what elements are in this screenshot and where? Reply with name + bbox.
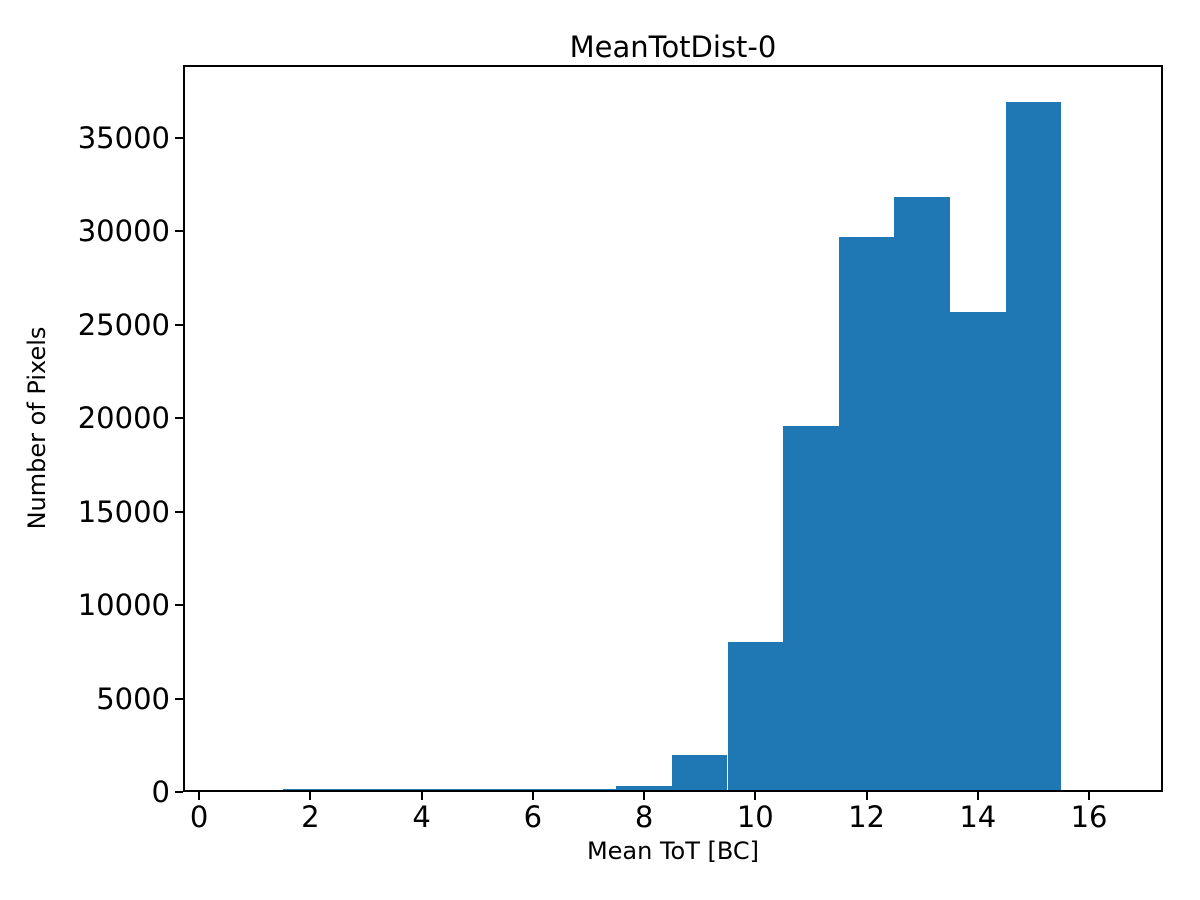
y-tick-label: 0 — [151, 775, 170, 809]
y-tick-label: 20000 — [77, 401, 170, 436]
y-axis-label: Number of Pixels — [23, 326, 51, 530]
y-tick-mark — [175, 230, 183, 233]
x-tick-mark — [865, 792, 868, 800]
y-tick-mark — [175, 417, 183, 420]
x-tick-mark — [1088, 792, 1091, 800]
histogram-bar — [894, 197, 950, 792]
x-tick-label: 0 — [189, 800, 209, 834]
y-tick-label: 25000 — [77, 307, 170, 342]
y-tick-label: 35000 — [77, 120, 170, 155]
plot-area: Mean ToT [BC] Number of Pixels 0 2 4 6 8 10 12… — [23, 65, 1163, 865]
histogram-bar — [560, 789, 617, 792]
histogram-bar — [338, 789, 394, 792]
x-tick-mark — [420, 792, 423, 800]
y-tick-mark — [175, 510, 183, 513]
x-tick-label: 14 — [959, 800, 997, 834]
x-tick-label: 6 — [523, 800, 543, 834]
histogram-bar — [616, 786, 672, 792]
histogram-bar — [727, 642, 784, 792]
y-tick-mark — [175, 136, 183, 139]
y-tick-mark — [175, 323, 183, 326]
x-tick-mark — [643, 792, 646, 800]
x-tick-mark — [198, 792, 201, 800]
x-tick-mark — [976, 792, 979, 800]
chart-title: MeanTotDist-0 — [569, 30, 777, 64]
y-tick-label: 30000 — [77, 214, 170, 249]
y-tick-mark — [175, 791, 183, 793]
x-tick-label: 8 — [634, 800, 654, 834]
histogram-bar — [1005, 102, 1062, 792]
x-tick-label: 2 — [301, 800, 320, 834]
y-tick-mark — [175, 604, 183, 606]
x-tick-label: 4 — [412, 800, 431, 834]
histogram-bar — [783, 425, 839, 792]
histogram-bar — [949, 312, 1006, 792]
histogram-bars — [183, 65, 1163, 792]
x-axis-label: Mean ToT [BC] — [586, 837, 760, 865]
y-tick-label: 10000 — [77, 588, 170, 622]
y-tick-label: 5000 — [96, 681, 170, 716]
x-tick-mark — [531, 792, 534, 800]
x-tick-label: 16 — [1070, 800, 1108, 834]
histogram-bar — [449, 789, 506, 792]
x-tick-mark — [754, 792, 757, 800]
histogram-bar — [838, 236, 895, 792]
y-tick-mark — [175, 697, 183, 700]
x-tick-mark — [309, 792, 312, 800]
y-tick-label: 15000 — [77, 494, 170, 529]
x-tick-label: 10 — [736, 800, 774, 834]
histogram-bar — [671, 754, 728, 792]
x-tick-label: 12 — [848, 800, 885, 834]
